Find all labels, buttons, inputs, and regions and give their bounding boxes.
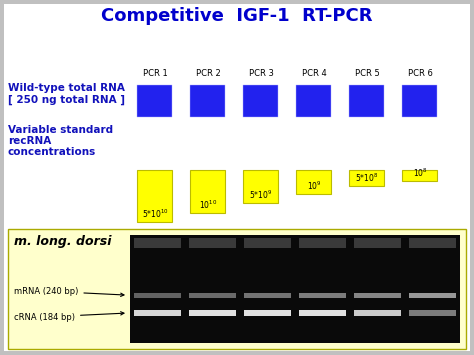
FancyBboxPatch shape [4, 4, 470, 351]
FancyBboxPatch shape [409, 310, 456, 316]
Text: concentrations: concentrations [8, 147, 96, 157]
FancyBboxPatch shape [354, 310, 401, 316]
Text: 5*10$^{10}$: 5*10$^{10}$ [142, 208, 168, 220]
FancyBboxPatch shape [297, 170, 331, 194]
Text: mRNA (240 bp): mRNA (240 bp) [14, 286, 124, 296]
Text: PCR 3: PCR 3 [248, 69, 273, 78]
Text: Wild-type total RNA: Wild-type total RNA [8, 83, 125, 93]
FancyBboxPatch shape [244, 170, 279, 203]
Text: PCR 2: PCR 2 [196, 69, 220, 78]
Text: m. long. dorsi: m. long. dorsi [14, 235, 111, 248]
FancyBboxPatch shape [349, 85, 384, 117]
FancyBboxPatch shape [137, 85, 173, 117]
FancyBboxPatch shape [191, 170, 226, 213]
FancyBboxPatch shape [130, 235, 460, 343]
Text: 5*10$^{8}$: 5*10$^{8}$ [356, 171, 379, 184]
FancyBboxPatch shape [402, 85, 438, 117]
Text: Variable standard: Variable standard [8, 125, 113, 135]
FancyBboxPatch shape [134, 310, 181, 316]
Text: PCR 6: PCR 6 [408, 69, 432, 78]
Text: 10$^{8}$: 10$^{8}$ [412, 166, 428, 179]
FancyBboxPatch shape [134, 238, 181, 248]
FancyBboxPatch shape [409, 293, 456, 297]
FancyBboxPatch shape [137, 170, 173, 222]
Text: PCR 1: PCR 1 [143, 69, 167, 78]
Text: PCR 4: PCR 4 [301, 69, 327, 78]
FancyBboxPatch shape [244, 85, 279, 117]
FancyBboxPatch shape [244, 310, 291, 316]
FancyBboxPatch shape [299, 238, 346, 248]
Text: 10$^{9}$: 10$^{9}$ [307, 180, 321, 192]
FancyBboxPatch shape [244, 293, 291, 297]
FancyBboxPatch shape [354, 293, 401, 297]
FancyBboxPatch shape [297, 85, 331, 117]
FancyBboxPatch shape [189, 293, 236, 297]
FancyBboxPatch shape [402, 170, 438, 181]
FancyBboxPatch shape [191, 85, 226, 117]
Text: recRNA: recRNA [8, 136, 51, 146]
Text: PCR 5: PCR 5 [355, 69, 379, 78]
FancyBboxPatch shape [354, 238, 401, 248]
FancyBboxPatch shape [134, 293, 181, 297]
FancyBboxPatch shape [189, 310, 236, 316]
FancyBboxPatch shape [349, 170, 384, 186]
Text: Competitive  IGF-1  RT-PCR: Competitive IGF-1 RT-PCR [101, 7, 373, 25]
FancyBboxPatch shape [409, 238, 456, 248]
Text: [ 250 ng total RNA ]: [ 250 ng total RNA ] [8, 95, 125, 105]
Text: 10$^{10}$: 10$^{10}$ [199, 198, 217, 211]
Text: cRNA (184 bp): cRNA (184 bp) [14, 312, 124, 322]
FancyBboxPatch shape [189, 238, 236, 248]
FancyBboxPatch shape [244, 238, 291, 248]
Text: 5*10$^{9}$: 5*10$^{9}$ [249, 189, 273, 201]
FancyBboxPatch shape [299, 293, 346, 297]
FancyBboxPatch shape [8, 229, 466, 349]
FancyBboxPatch shape [299, 310, 346, 316]
